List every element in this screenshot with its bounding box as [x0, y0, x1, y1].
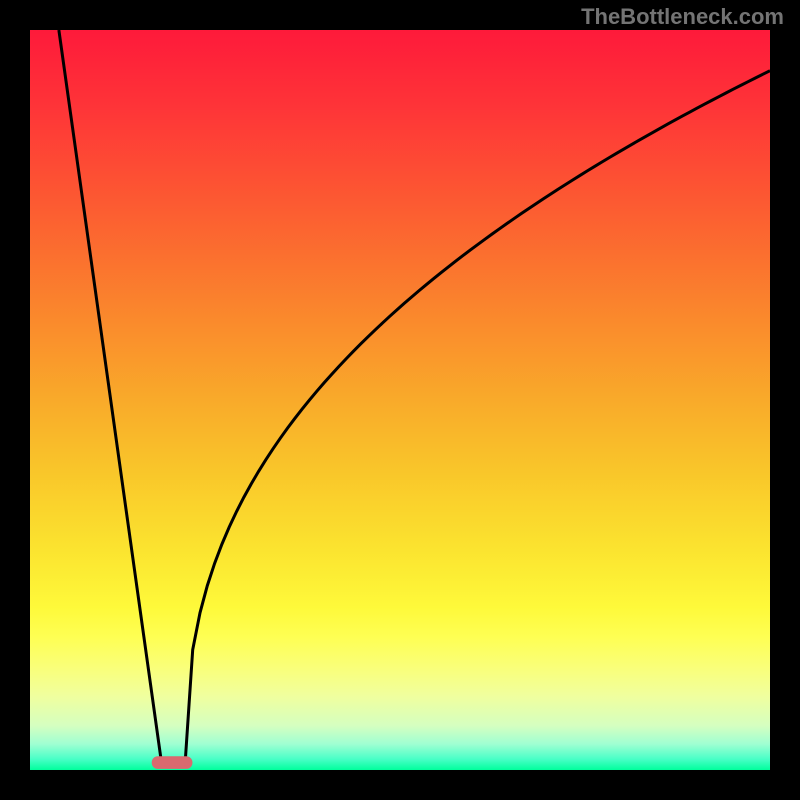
- attribution-text: TheBottleneck.com: [581, 4, 784, 30]
- curves-svg: [30, 30, 770, 770]
- plot-area: [30, 30, 770, 770]
- left-descending-line: [59, 30, 161, 759]
- chart-container: TheBottleneck.com: [0, 0, 800, 800]
- apex-marker: [152, 756, 193, 769]
- right-ascending-curve: [185, 71, 770, 759]
